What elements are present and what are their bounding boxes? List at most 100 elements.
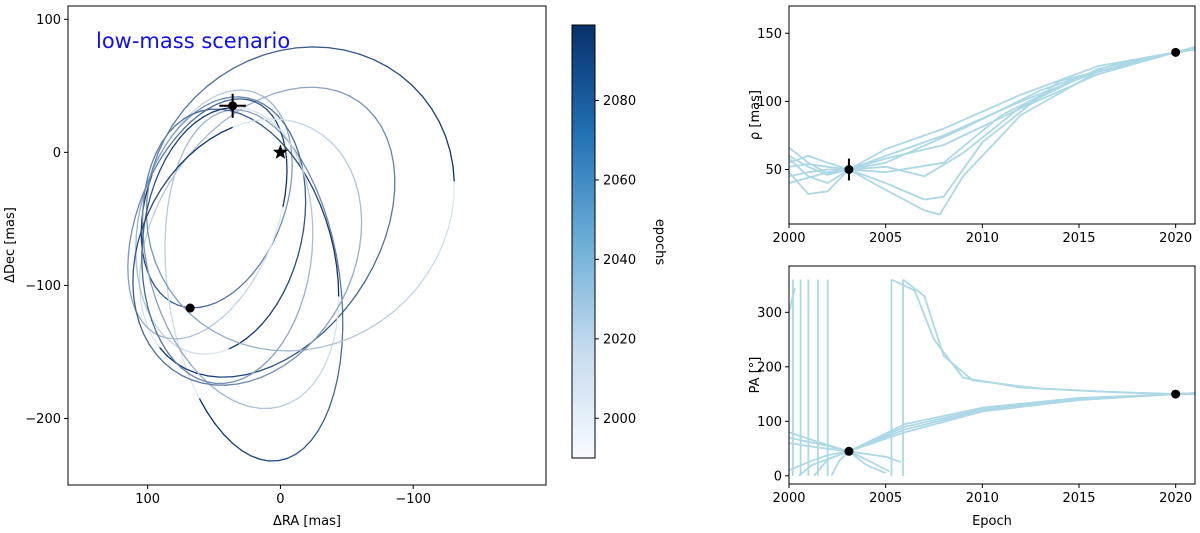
orbit-segment [275,219,281,234]
orbit-segment [303,175,306,190]
orbit-segment [269,303,278,316]
separation-frame [788,5,1196,225]
scenario-annotation: low-mass scenario [96,29,290,53]
model-curve [789,47,1195,174]
orbit-segment [333,325,338,341]
orbit-segment [154,261,163,277]
sky-plane-ylabel: ΔDec [mas] [3,207,18,283]
orbit-segment [238,289,248,301]
model-curve [789,392,1195,472]
orbit-segment [287,349,306,352]
orbit-segment [167,296,173,317]
orbit-segment [224,89,235,93]
orbit-segment [147,307,153,322]
orbit-segment [159,157,167,171]
orbit-segment [142,297,148,310]
orbit-segment [305,176,315,191]
orbit-segment [178,128,188,139]
orbit-segment [373,58,389,68]
orbit-segment [271,349,290,352]
epoch-tick-label: 2010 [966,491,999,506]
orbit-segment [188,312,202,324]
orbit-segment [405,286,419,301]
orbit-segment [143,261,148,272]
orbit-segment [140,300,145,315]
orbit-segment [271,359,287,367]
orbit-segment [189,373,199,380]
orbit-segment [366,108,376,118]
orbit-segment [416,273,429,288]
orbit-segment [198,138,211,148]
orbit-segment [149,182,156,197]
orbit-segment [141,266,144,282]
orbit-segment [329,339,335,354]
orbit-segment [169,176,175,193]
orbit-segment [245,331,256,340]
orbit-segment [302,215,306,230]
orbit-segment [156,326,164,336]
orbit-segment [157,146,166,159]
orbit-segment [152,152,159,170]
orbit-segment [165,278,170,299]
orbit-segment [277,110,284,120]
orbit-segment [386,137,392,151]
sky-plane-ytick-label: −100 [25,279,61,294]
orbit-segment [269,405,281,409]
orbit-segment [256,118,270,121]
orbit-segment [333,249,338,267]
epoch-tick-label: 2015 [1062,231,1095,246]
epoch-tick-label: 2005 [869,491,902,506]
orbit-segment [323,319,337,333]
orbit-segment [274,126,285,138]
orbit-segment [301,123,314,130]
orbit-segment [386,66,401,76]
orbit-segment [166,191,171,209]
model-curve [789,48,1195,216]
orbit-segment [135,234,137,250]
orbit-segment [291,120,304,125]
orbit-segment [244,119,258,124]
orbit-segment [354,181,360,195]
orbit-segment [159,335,168,339]
orbit-segment [203,115,213,124]
orbit-segment [288,86,303,91]
observation-point [844,165,854,174]
orbit-segment [196,121,205,131]
orbit-segment [212,330,228,339]
orbit-segment [274,88,290,94]
orbit-segment [442,228,449,246]
orbit-segment [146,164,152,179]
sky-plane-panel: 100 0 −100 100 0 −100 −200 low-mass scenario Δ… [3,5,547,529]
orbit-segment [346,274,354,290]
orbit-segment [230,286,240,295]
observation-point [844,446,854,456]
separation-panel: 2000 2005 2010 2015 2020 50 100 150 ρ [mas] [748,5,1196,246]
orbit-segment [147,212,155,229]
orbit-segment [280,210,286,224]
orbit-segment [315,326,327,339]
orbit-segment [300,228,305,244]
orbit-segment [146,266,152,284]
orbit-segment [350,169,356,183]
orbit-segment [421,95,433,110]
orbit-segment [344,159,352,171]
orbit-segment [380,310,395,322]
orbit-segment [324,351,331,365]
orbit-segment [127,242,131,256]
orbit-segment [313,86,328,90]
orbit-segment [241,373,252,380]
orbit-segment [335,336,353,344]
orbit-segment [164,260,167,280]
orbit-segment [165,147,174,160]
orbit-segment [167,137,177,149]
orbit-segment [299,294,305,309]
orbit-segment [161,342,169,354]
star-marker [272,144,289,159]
orbit-segment [170,315,177,335]
orbit-segment [133,296,137,312]
orbit-segment [197,378,208,383]
orbit-segment [364,265,375,282]
orbit-segment [357,100,369,110]
orbit-segment [311,46,329,49]
orbit-segment [256,347,274,351]
